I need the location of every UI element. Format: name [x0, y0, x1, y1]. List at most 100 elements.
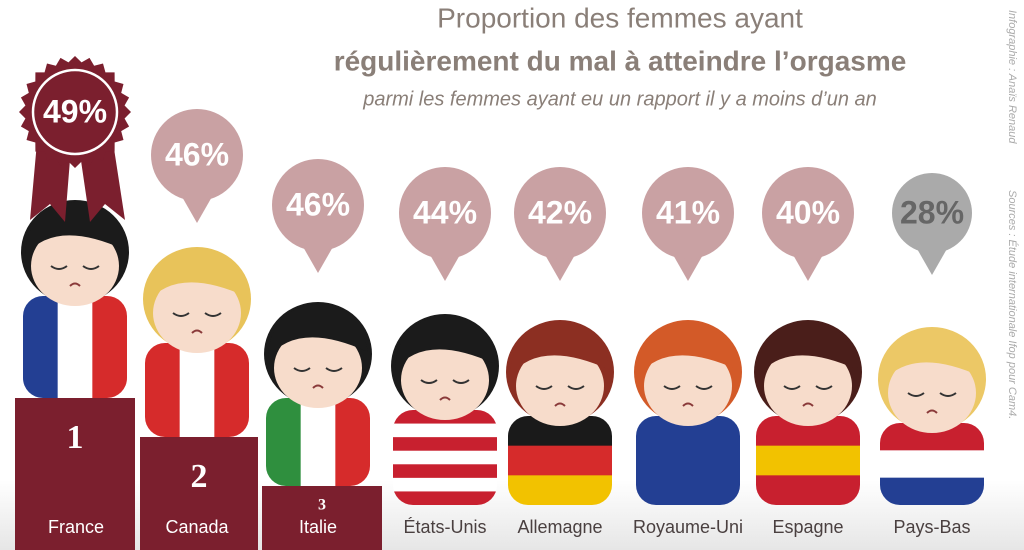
- bubble-pointer: [429, 253, 461, 281]
- mouth: [312, 384, 324, 389]
- podium-rank: 2: [191, 458, 208, 495]
- mouth: [682, 402, 694, 407]
- flag-stripe: [756, 445, 860, 477]
- face: [153, 273, 241, 353]
- category-label: Canada: [165, 517, 229, 537]
- flag-stripe: [92, 296, 127, 398]
- flag-stripe: [880, 450, 984, 479]
- hair-fringe: [882, 328, 982, 383]
- bubble: [514, 167, 606, 259]
- figure-body: [636, 416, 740, 505]
- chart-note: parmi les femmes ayant eu un rapport il …: [362, 88, 877, 110]
- flag-stripe: [393, 464, 497, 479]
- flag-stripe: [179, 343, 216, 437]
- flag-stripe: [23, 296, 59, 398]
- flag-stripe: [300, 398, 337, 486]
- eye: [567, 385, 585, 390]
- flag-stripe: [393, 437, 497, 452]
- ribbon: [30, 142, 125, 222]
- flag-stripe: [266, 398, 302, 486]
- mouth: [69, 282, 81, 287]
- flag-stripe: [57, 296, 94, 398]
- mouth: [439, 396, 451, 401]
- hair-fringe: [395, 315, 495, 370]
- value-label: 28%: [900, 194, 964, 230]
- figure-body: [756, 416, 860, 505]
- bubble: [272, 159, 364, 251]
- flag-stripe: [335, 398, 370, 486]
- hair-fringe: [510, 321, 610, 376]
- category-label: Espagne: [772, 517, 843, 537]
- bubble-pointer: [672, 253, 704, 281]
- figure-body: [266, 398, 370, 486]
- credit: Infographie : Anaïs Renaud: [1006, 10, 1018, 144]
- flag-stripe: [393, 450, 497, 466]
- value-label: 46%: [165, 136, 229, 172]
- bubble-pointer: [916, 247, 948, 275]
- bubble: [892, 173, 972, 253]
- face: [644, 346, 732, 426]
- eye: [204, 312, 222, 317]
- mouth: [554, 402, 566, 407]
- eye: [695, 385, 713, 390]
- value-label: 44%: [413, 194, 477, 230]
- flag-stripe: [636, 416, 740, 505]
- face: [401, 340, 489, 420]
- bubble-pointer: [792, 253, 824, 281]
- figure-body: [145, 343, 249, 437]
- eye: [907, 392, 925, 397]
- flag-stripe: [880, 477, 984, 505]
- category-label: États-Unis: [403, 517, 486, 537]
- category-label: France: [48, 517, 104, 537]
- face: [274, 328, 362, 408]
- mouth: [802, 402, 814, 407]
- figure-body: [23, 296, 127, 398]
- hair-fringe: [268, 303, 368, 358]
- eye: [293, 367, 311, 372]
- bubble: [762, 167, 854, 259]
- bubble-pointer: [544, 253, 576, 281]
- category-label: Allemagne: [517, 517, 602, 537]
- flag-stripe: [393, 477, 497, 493]
- hair-fringe: [25, 201, 125, 256]
- flag-stripe: [756, 475, 860, 505]
- chart-subtitle: régulièrement du mal à atteindre l’orgas…: [334, 45, 907, 76]
- hair-fringe: [147, 248, 247, 303]
- chart-title: Proportion des femmes ayant: [437, 2, 803, 33]
- podium-block: [15, 398, 135, 550]
- flag-stripe: [393, 491, 497, 505]
- bubble: [399, 167, 491, 259]
- bubble: [642, 167, 734, 259]
- eye: [939, 392, 957, 397]
- value-label: 46%: [286, 186, 350, 222]
- category-label: Royaume-Uni: [633, 517, 743, 537]
- eye: [783, 385, 801, 390]
- eye: [420, 379, 438, 384]
- figure-body: [508, 416, 612, 505]
- eye: [325, 367, 343, 372]
- hair-fringe: [638, 321, 738, 376]
- source: Sources : Étude internationale Ifop pour…: [1006, 190, 1019, 419]
- eye: [452, 379, 470, 384]
- bubble: [151, 109, 243, 201]
- face: [764, 346, 852, 426]
- face: [516, 346, 604, 426]
- rosette-ring: [31, 68, 119, 156]
- podium-rank: 1: [67, 419, 84, 456]
- podium-block: [140, 437, 258, 550]
- value-label: 42%: [528, 194, 592, 230]
- flag-stripe: [145, 343, 181, 437]
- eye: [172, 312, 190, 317]
- figure-body: [880, 423, 984, 505]
- eye: [663, 385, 681, 390]
- category-label: Italie: [299, 517, 337, 537]
- figure-body: [393, 410, 497, 505]
- value-label: 49%: [43, 93, 107, 129]
- category-label: Pays-Bas: [893, 517, 970, 537]
- value-label: 41%: [656, 194, 720, 230]
- mouth: [191, 329, 203, 334]
- eye: [50, 265, 68, 270]
- flag-stripe: [214, 343, 249, 437]
- podium-rank: 3: [318, 497, 326, 514]
- face: [31, 226, 119, 306]
